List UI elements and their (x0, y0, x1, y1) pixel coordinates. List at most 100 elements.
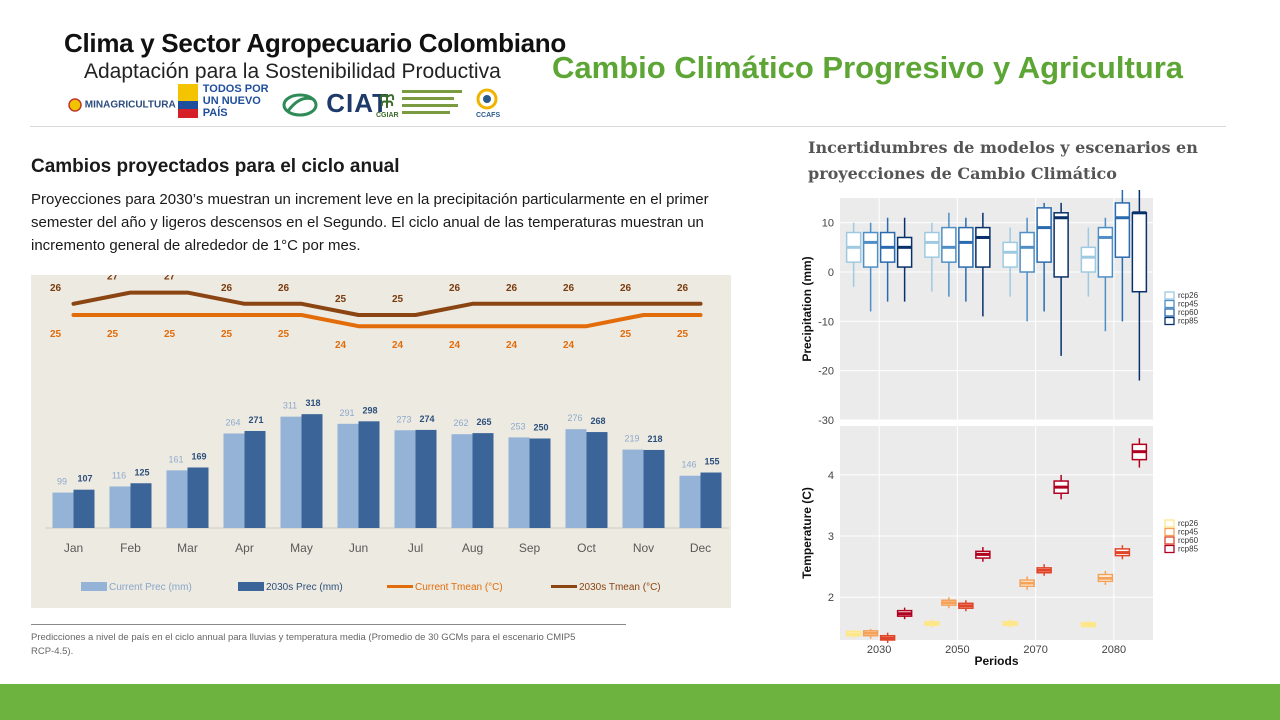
bar-current-prec (166, 470, 188, 528)
legend-label: 2030s Prec (mm) (266, 582, 343, 593)
line-2030-tmean (71, 290, 703, 317)
bar-2030-prec (415, 429, 437, 528)
bar-2030-prec (700, 472, 722, 528)
box-iqr (1036, 207, 1052, 263)
data-label-current-prec: 253 (510, 421, 525, 431)
data-label-2030-tmean: 26 (506, 283, 518, 294)
bar-2030-prec (358, 421, 380, 528)
legend-swatch (1164, 299, 1175, 309)
x-tick-label: Apr (235, 541, 254, 555)
section-body: Proyecciones para 2030’s muestran un inc… (31, 191, 709, 254)
data-label-current-prec: 276 (567, 413, 582, 423)
legend-label: rcp26 (1178, 291, 1199, 300)
legend-label: rcp45 (1178, 300, 1199, 309)
logo-title: Clima y Sector Agropecuario Colombiano (64, 28, 566, 58)
cgiar-plant-icon (379, 94, 395, 108)
data-label-2030-prec: 271 (248, 415, 263, 425)
x-tick-label: 2050 (945, 644, 969, 656)
x-tick-label: Jan (64, 541, 83, 555)
x-tick-label: Mar (177, 541, 198, 555)
data-label-current-tmean: 25 (221, 329, 233, 340)
bar-current-prec (280, 416, 302, 528)
data-label-current-prec: 262 (453, 418, 468, 428)
legend-label: Current Prec (mm) (109, 582, 192, 593)
bar-current-prec (451, 434, 473, 528)
data-label-2030-tmean: 26 (50, 283, 62, 294)
ccafs-logo: CCAFS (476, 88, 500, 119)
uncertainty-title: Incertidumbres de modelos y escenarios e… (808, 138, 1198, 183)
data-label-2030-prec: 318 (305, 398, 320, 408)
data-label-2030-prec: 155 (704, 457, 719, 467)
data-label-current-prec: 146 (681, 460, 696, 470)
x-tick-label: 2030 (867, 644, 891, 656)
legend-label: rcp85 (1178, 545, 1199, 554)
bar-current-prec (622, 449, 644, 528)
bar-2030-prec (301, 414, 323, 528)
data-label-2030-tmean: 27 (107, 275, 119, 283)
legend-label: rcp60 (1178, 308, 1199, 317)
x-tick-label: Feb (120, 541, 141, 555)
header-divider (30, 126, 1226, 127)
legend-label: Current Tmean (°C) (415, 582, 503, 593)
line-current-tmean (71, 313, 703, 329)
data-label-current-prec: 311 (283, 401, 297, 411)
bar-2030-prec (472, 433, 494, 528)
y-axis-label: Precipitation (mm) (800, 256, 814, 361)
data-label-current-tmean: 24 (335, 340, 347, 351)
bar-2030-prec (130, 483, 152, 528)
box-iqr (1131, 212, 1148, 293)
legend-swatch (1164, 308, 1175, 317)
legend-label: rcp60 (1178, 536, 1199, 545)
box-iqr (1002, 241, 1018, 268)
data-label-current-prec: 219 (624, 434, 639, 444)
data-label-current-tmean: 25 (278, 329, 290, 340)
data-label-current-prec: 116 (112, 470, 126, 480)
section-heading: Cambios proyectados para el ciclo anual (31, 156, 400, 177)
legend-swatch (81, 582, 107, 591)
data-label-current-tmean: 24 (392, 340, 404, 351)
ccafs-sun-icon (476, 88, 498, 110)
x-tick-label: Dec (690, 541, 711, 555)
data-label-current-prec: 291 (339, 408, 354, 418)
y-tick-label: 10 (822, 218, 834, 230)
y-tick-label: -30 (818, 415, 834, 427)
data-label-current-prec: 161 (168, 454, 183, 464)
data-label-2030-tmean: 26 (449, 283, 461, 294)
data-label-current-tmean: 24 (506, 340, 518, 351)
data-label-2030-tmean: 26 (221, 283, 233, 294)
bar-2030-prec (73, 489, 95, 528)
ccafs-program-text-block (402, 88, 472, 114)
data-label-2030-tmean: 25 (392, 294, 404, 305)
data-label-2030-prec: 107 (77, 474, 92, 484)
legend-label: 2030s Tmean (°C) (579, 582, 661, 593)
ciat-label: CIAT (326, 88, 389, 118)
data-label-current-tmean: 25 (164, 329, 176, 340)
box-iqr (1114, 202, 1131, 258)
annual-cycle-chart: 99 107 Jan 116 125 Feb 161 169 Mar 264 271 Apr 311 31… (31, 275, 731, 608)
chart-caption: Predicciones a nivel de país en el ciclo… (31, 632, 576, 657)
box-iqr (1097, 226, 1114, 278)
bar-2030-prec (586, 432, 608, 528)
ciat-leaf-icon (282, 93, 318, 117)
bar-current-prec (109, 486, 131, 528)
y-tick-label: 2 (828, 592, 834, 604)
data-label-current-prec: 273 (396, 414, 411, 424)
cgiar-logo: CGIAR (376, 88, 399, 119)
logo-subtitle: Adaptación para la Sostenibilidad Produc… (84, 60, 501, 83)
bar-current-prec (565, 429, 587, 528)
x-axis-label: Periods (974, 654, 1018, 668)
x-tick-label: Oct (577, 541, 596, 555)
legend-swatch (1164, 536, 1175, 545)
x-tick-label: May (290, 541, 313, 555)
logo-block: Clima y Sector Agropecuario Colombiano A… (64, 28, 566, 120)
bar-2030-prec (187, 467, 209, 528)
colombia-seal-icon (68, 98, 82, 112)
data-label-2030-tmean: 26 (278, 283, 290, 294)
ciat-logo: CIAT (282, 88, 389, 119)
data-label-2030-tmean: 26 (677, 283, 689, 294)
box-iqr (924, 231, 940, 258)
page-title: Cambio Climático Progresivo y Agricultur… (552, 50, 1184, 85)
data-label-2030-prec: 298 (362, 405, 377, 415)
caption-divider (31, 624, 626, 625)
